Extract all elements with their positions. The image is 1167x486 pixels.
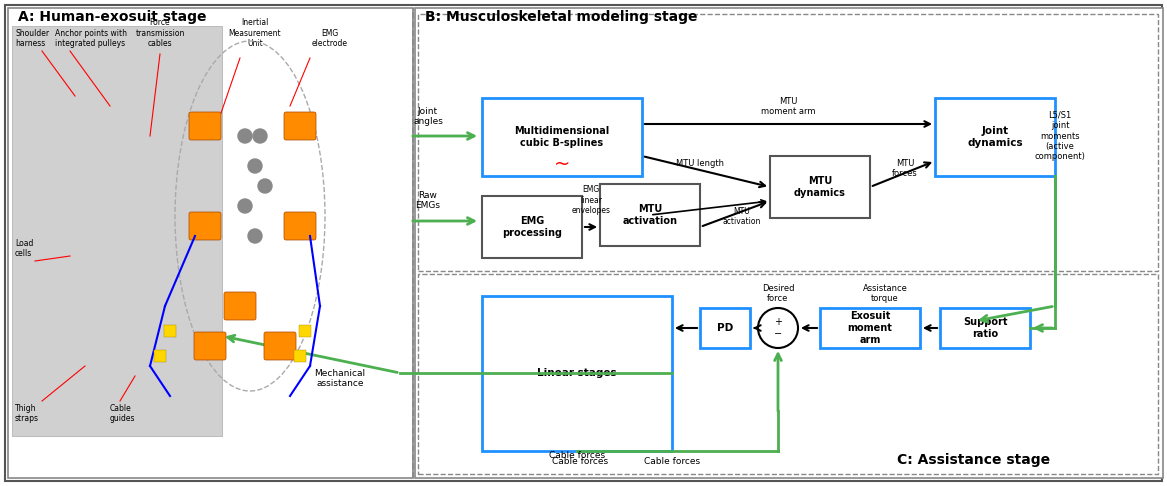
Text: MTU
moment arm: MTU moment arm: [761, 97, 816, 116]
FancyBboxPatch shape: [939, 308, 1030, 348]
Circle shape: [238, 129, 252, 143]
FancyBboxPatch shape: [294, 350, 306, 362]
Text: L5/S1
joint
moments
(active
component): L5/S1 joint moments (active component): [1035, 111, 1085, 161]
FancyBboxPatch shape: [8, 8, 413, 478]
Text: Mechanical
assistance: Mechanical assistance: [314, 368, 365, 388]
FancyBboxPatch shape: [482, 98, 642, 176]
Text: Shoulder
harness: Shoulder harness: [15, 29, 49, 48]
FancyBboxPatch shape: [935, 98, 1055, 176]
Text: Multidimensional
cubic B-splines: Multidimensional cubic B-splines: [515, 126, 609, 148]
Text: Cable forces: Cable forces: [548, 451, 605, 460]
FancyBboxPatch shape: [482, 296, 672, 451]
Text: Thigh
straps: Thigh straps: [15, 403, 39, 423]
FancyBboxPatch shape: [299, 325, 310, 337]
FancyBboxPatch shape: [700, 308, 750, 348]
FancyBboxPatch shape: [224, 292, 256, 320]
FancyBboxPatch shape: [284, 212, 316, 240]
Text: ~: ~: [554, 155, 571, 174]
Text: Cable forces: Cable forces: [552, 457, 608, 466]
FancyBboxPatch shape: [770, 156, 871, 218]
Text: A: Human-exosuit stage: A: Human-exosuit stage: [18, 10, 207, 24]
Circle shape: [258, 179, 272, 193]
Text: Desired
force: Desired force: [762, 284, 795, 303]
Text: EMG
linear
envelopes: EMG linear envelopes: [572, 185, 610, 215]
Bar: [418, 14, 1158, 271]
Text: Cable
guides: Cable guides: [110, 403, 135, 423]
FancyBboxPatch shape: [12, 26, 222, 436]
Text: PD: PD: [717, 323, 733, 333]
Text: +
−: + −: [774, 317, 782, 339]
Circle shape: [249, 159, 263, 173]
FancyBboxPatch shape: [5, 5, 1162, 481]
FancyBboxPatch shape: [264, 332, 296, 360]
FancyBboxPatch shape: [154, 350, 166, 362]
FancyBboxPatch shape: [284, 112, 316, 140]
FancyBboxPatch shape: [165, 325, 176, 337]
Text: MTU
dynamics: MTU dynamics: [794, 176, 846, 198]
FancyBboxPatch shape: [482, 196, 582, 258]
Text: Inertial
Measurement
Unit: Inertial Measurement Unit: [229, 18, 281, 48]
Circle shape: [249, 229, 263, 243]
Text: Support
ratio: Support ratio: [963, 317, 1007, 339]
Text: Load
cells: Load cells: [15, 239, 34, 258]
Text: MTU
activation: MTU activation: [622, 204, 678, 226]
FancyBboxPatch shape: [820, 308, 920, 348]
Text: MTU
forces: MTU forces: [892, 158, 918, 178]
Text: Force
transmission
cables: Force transmission cables: [135, 18, 184, 48]
Circle shape: [253, 129, 267, 143]
Text: Joint
angles: Joint angles: [413, 106, 443, 126]
FancyBboxPatch shape: [415, 8, 1163, 478]
Circle shape: [238, 199, 252, 213]
FancyBboxPatch shape: [600, 184, 700, 246]
Text: Assistance
torque: Assistance torque: [862, 284, 908, 303]
FancyBboxPatch shape: [189, 212, 221, 240]
Text: Anchor points with
integrated pulleys: Anchor points with integrated pulleys: [55, 29, 127, 48]
Text: MTU
activation: MTU activation: [722, 207, 761, 226]
Text: Raw
EMGs: Raw EMGs: [415, 191, 440, 210]
Text: C: Assistance stage: C: Assistance stage: [897, 453, 1050, 467]
Text: Joint
dynamics: Joint dynamics: [967, 126, 1022, 148]
Text: Cable forces: Cable forces: [644, 457, 700, 466]
Text: Exosuit
moment
arm: Exosuit moment arm: [847, 311, 893, 346]
Bar: [418, 274, 1158, 474]
Circle shape: [759, 308, 798, 348]
Text: Linear stages: Linear stages: [537, 368, 617, 379]
FancyBboxPatch shape: [189, 112, 221, 140]
FancyBboxPatch shape: [194, 332, 226, 360]
Text: EMG
processing: EMG processing: [502, 216, 562, 238]
Text: EMG
electrode: EMG electrode: [312, 29, 348, 48]
Text: MTU length: MTU length: [676, 159, 724, 168]
Text: B: Musculoskeletal modeling stage: B: Musculoskeletal modeling stage: [425, 10, 698, 24]
